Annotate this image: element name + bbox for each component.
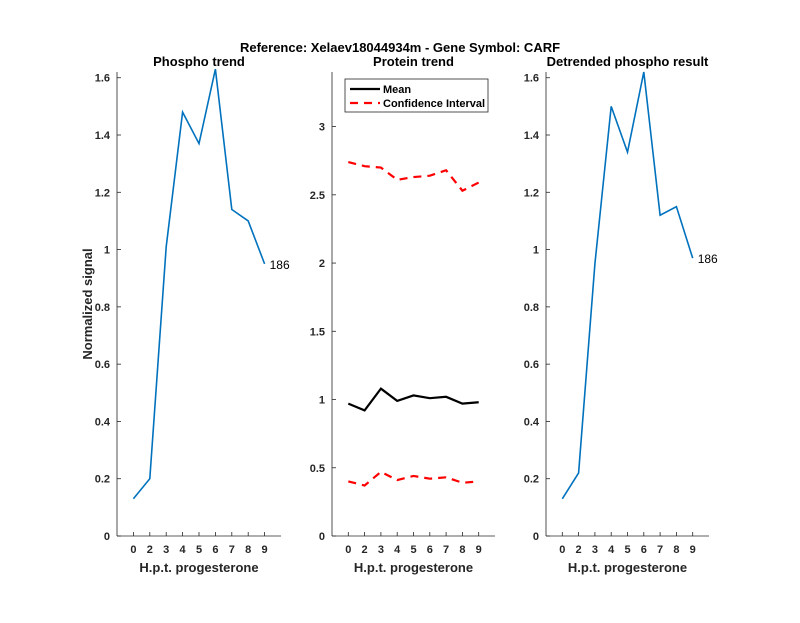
y-tick-label: 0.4 <box>95 416 111 428</box>
y-tick-label: 1 <box>319 395 325 407</box>
y-tick-label: 0 <box>533 531 539 543</box>
series-line-series-0 <box>132 68 266 500</box>
y-tick-label: 0 <box>104 531 110 543</box>
x-tick-label: 0 <box>130 544 136 556</box>
series-line-mean <box>347 387 479 412</box>
legend-label: Confidence Interval <box>383 98 485 110</box>
x-tick-label: 4 <box>180 544 187 556</box>
y-tick-label: 1.4 <box>524 130 540 142</box>
y-tick-label: 0.4 <box>524 416 540 428</box>
y-tick-label: 1 <box>533 245 539 257</box>
legend: Mean Confidence Interval <box>344 78 489 113</box>
x-tick-label: 5 <box>410 544 416 556</box>
x-tick-label: 9 <box>262 544 268 556</box>
y-tick-label: 0.6 <box>95 359 110 371</box>
x-tick-label: 0 <box>345 544 351 556</box>
point-annotation: 186 <box>270 258 290 272</box>
legend-box <box>344 78 489 113</box>
x-tick-label: 5 <box>196 544 202 556</box>
x-tick-label: 6 <box>427 544 433 556</box>
y-tick-label: 1.2 <box>95 187 110 199</box>
x-tick-label: 6 <box>641 544 647 556</box>
x-axis-label: H.p.t. progesterone <box>139 560 258 575</box>
y-tick-label: 1 <box>104 245 110 257</box>
x-tick-label: 2 <box>362 544 368 556</box>
y-tick-label: 0 <box>319 531 325 543</box>
x-tick-label: 8 <box>245 544 251 556</box>
x-tick-label: 8 <box>459 544 465 556</box>
panel-3: 0 2 3 4 5 6 7 8 900.20.40.60.811.21.41.6Detrende… <box>524 54 718 575</box>
y-tick-label: 1.6 <box>524 73 539 85</box>
y-tick-label: 0.8 <box>95 302 110 314</box>
y-axis-label: Normalized signal <box>80 248 95 359</box>
x-tick-label: 0 <box>559 544 565 556</box>
panel-title: Phospho trend <box>153 54 245 69</box>
panel-title: Protein trend <box>373 54 454 69</box>
y-tick-label: 2.5 <box>310 190 325 202</box>
y-tick-label: 0.6 <box>524 359 539 371</box>
x-axis-label: H.p.t. progesterone <box>568 560 687 575</box>
x-tick-label: 4 <box>394 544 401 556</box>
y-tick-label: 0.8 <box>524 302 539 314</box>
y-tick-label: 1.2 <box>524 187 539 199</box>
x-tick-label: 7 <box>443 544 449 556</box>
x-tick-label: 9 <box>690 544 696 556</box>
y-tick-label: 0.2 <box>524 474 539 486</box>
point-annotation: 186 <box>698 252 718 266</box>
x-tick-label: 3 <box>378 544 384 556</box>
x-tick-label: 8 <box>673 544 679 556</box>
x-tick-label: 2 <box>147 544 153 556</box>
panel-1: 0 2 3 4 5 6 7 8 900.20.40.60.811.21.41.6Phospho … <box>80 54 290 575</box>
x-axis-label: H.p.t. progesterone <box>354 560 473 575</box>
x-tick-label: 7 <box>657 544 663 556</box>
y-tick-label: 1.4 <box>95 130 111 142</box>
x-tick-label: 5 <box>624 544 630 556</box>
x-tick-label: 6 <box>212 544 218 556</box>
y-tick-label: 1.6 <box>95 73 110 85</box>
y-tick-label: 0.2 <box>95 474 110 486</box>
x-tick-label: 2 <box>576 544 582 556</box>
legend-label: Mean <box>383 84 411 96</box>
series-line-series-2 <box>348 470 479 487</box>
y-tick-label: 3 <box>319 122 325 134</box>
y-tick-label: 2 <box>319 258 325 270</box>
series-line-confidence-interval <box>348 161 480 193</box>
x-tick-label: 9 <box>476 544 482 556</box>
y-tick-label: 0.5 <box>310 463 325 475</box>
y-tick-label: 1.5 <box>310 326 325 338</box>
x-tick-label: 3 <box>592 544 598 556</box>
x-tick-label: 4 <box>608 544 615 556</box>
x-tick-label: 7 <box>229 544 235 556</box>
x-tick-label: 3 <box>163 544 169 556</box>
figure-title: Reference: Xelaev18044934m - Gene Symbol… <box>240 40 560 55</box>
panel-title: Detrended phospho result <box>547 54 709 69</box>
series-line-series-0 <box>561 71 694 500</box>
